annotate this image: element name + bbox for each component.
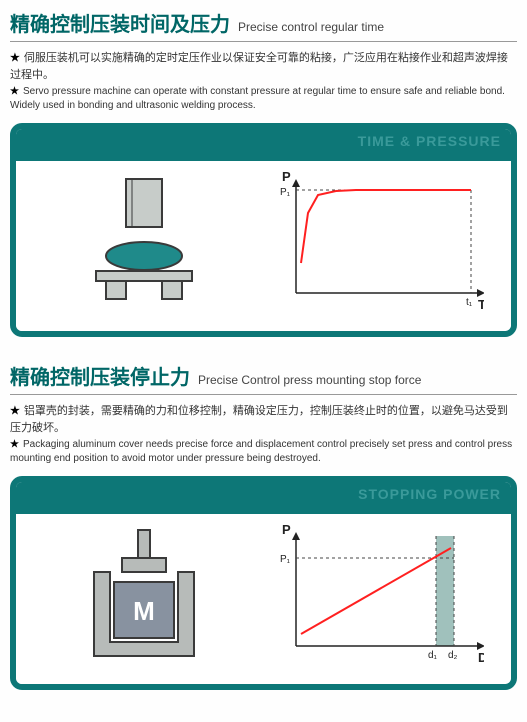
svg-text:T: T — [478, 297, 484, 312]
panel: STOPPING POWER M — [10, 476, 517, 690]
panel-head: STOPPING POWER — [16, 482, 511, 514]
desc-en: ★Packaging aluminum cover needs precise … — [10, 438, 517, 466]
panel-body: M P D — [16, 514, 511, 684]
svg-text:d₂: d₂ — [448, 650, 458, 661]
svg-text:D: D — [478, 650, 484, 665]
pd-chart: P D P₁ d₁ d₂ — [274, 524, 484, 674]
svg-text:P: P — [282, 524, 291, 537]
panel-head: TIME & PRESSURE — [16, 129, 511, 161]
desc-en: ★Servo pressure machine can operate with… — [10, 85, 517, 113]
svg-text:P₁: P₁ — [280, 187, 291, 198]
title-cn: 精确控制压装停止力 — [10, 361, 190, 390]
svg-text:P: P — [282, 171, 291, 184]
desc-en-text: Packaging aluminum cover needs precise f… — [10, 439, 512, 464]
desc-cn: ★伺服压装机可以实施精确的定时定压作业以保证安全可靠的粘接，广泛应用在粘接作业和… — [10, 50, 517, 83]
svg-text:d₁: d₁ — [428, 650, 438, 661]
panel: TIME & PRESSURE — [10, 123, 517, 337]
motor-press-diagram-icon: M — [44, 524, 244, 674]
title-row: 精确控制压装时间及压力 Precise control regular time — [10, 8, 517, 42]
svg-text:t₁: t₁ — [466, 297, 473, 308]
watermark: TIME & PRESSURE — [358, 133, 501, 149]
svg-text:M: M — [133, 596, 155, 626]
title-row: 精确控制压装停止力 Precise Control press mounting… — [10, 361, 517, 395]
title-en: Precise control regular time — [238, 20, 384, 34]
desc-cn-text: 伺服压装机可以实施精确的定时定压作业以保证安全可靠的粘接，广泛应用在粘接作业和超… — [10, 52, 508, 81]
pt-chart: P T P₁ t₁ — [274, 171, 484, 321]
section-stop-force: 精确控制压装停止力 Precise Control press mounting… — [10, 361, 517, 690]
svg-text:P₁: P₁ — [280, 554, 291, 565]
watermark: STOPPING POWER — [358, 486, 501, 502]
panel-body: P T P₁ t₁ — [16, 161, 511, 331]
desc-en-text: Servo pressure machine can operate with … — [10, 86, 505, 111]
title-en: Precise Control press mounting stop forc… — [198, 373, 421, 387]
press-diagram-icon — [44, 171, 244, 321]
desc-cn-text: 铝罩壳的封装，需要精确的力和位移控制，精确设定压力，控制压装终止时的位置，以避免… — [10, 405, 508, 434]
title-cn: 精确控制压装时间及压力 — [10, 8, 230, 37]
desc-cn: ★铝罩壳的封装，需要精确的力和位移控制，精确设定压力，控制压装终止时的位置，以避… — [10, 403, 517, 436]
section-time-pressure: 精确控制压装时间及压力 Precise control regular time… — [10, 8, 517, 337]
